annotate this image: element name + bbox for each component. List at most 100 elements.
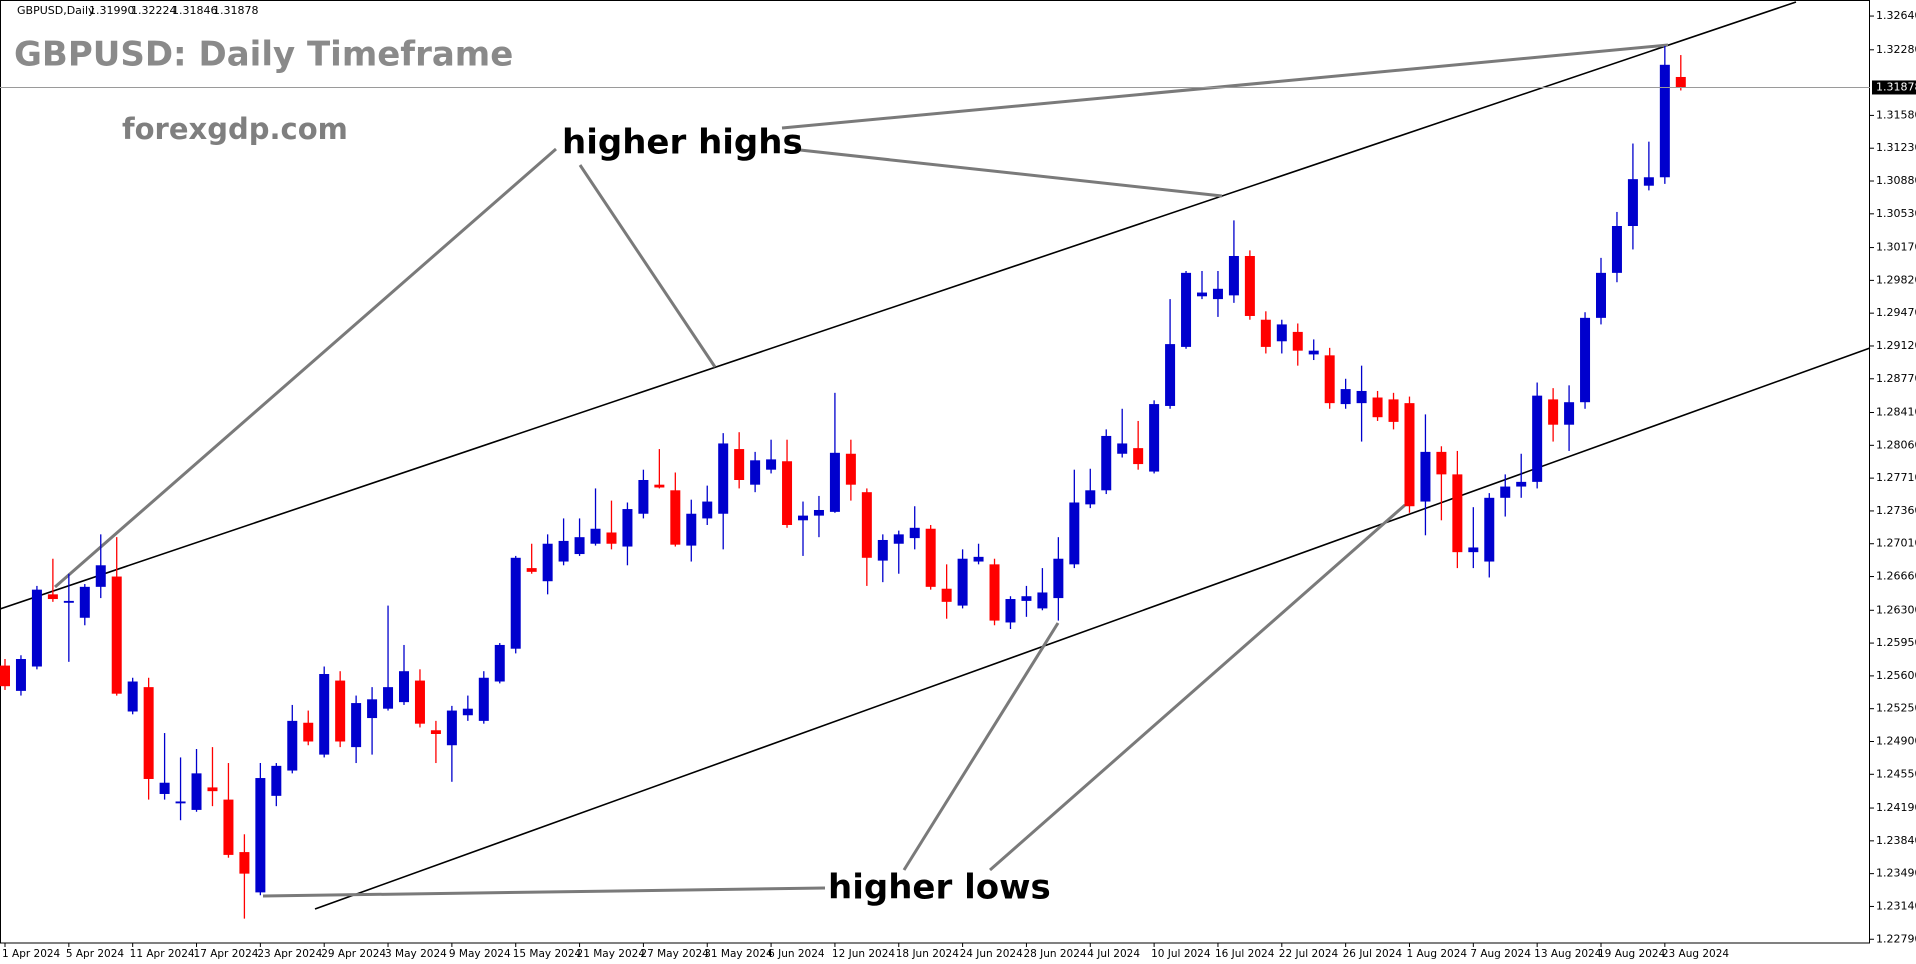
candle-body — [670, 490, 681, 545]
y-tick-label: 1.24550 — [1876, 767, 1916, 780]
x-tick-label: 6 Jun 2024 — [768, 948, 825, 960]
candle-body — [1580, 317, 1591, 403]
candle-body — [1292, 331, 1303, 351]
x-tick-label: 1 Apr 2024 — [2, 948, 61, 960]
candles — [0, 46, 1686, 919]
upper-trend-line — [0, 1, 1797, 610]
candle-body — [478, 677, 489, 721]
candle-body — [957, 558, 968, 606]
candle-body — [1500, 486, 1511, 498]
candle-body — [303, 722, 314, 742]
y-tick-label: 1.27010 — [1876, 537, 1916, 550]
candle-body — [1596, 272, 1606, 318]
x-tick-label: 4 Jul 2024 — [1087, 948, 1140, 960]
candle-body — [95, 565, 106, 587]
annotation-line — [262, 886, 826, 898]
candle-body — [446, 710, 457, 746]
y-tick-label: 1.22790 — [1876, 932, 1916, 945]
annotation-line — [578, 164, 717, 368]
candle-body — [1021, 596, 1032, 601]
candle-body — [1117, 443, 1128, 454]
candle-body — [782, 461, 793, 525]
candle-body — [63, 600, 74, 603]
candle-body — [813, 509, 824, 516]
candle-body — [1532, 395, 1543, 482]
x-tick-label: 1 Aug 2024 — [1406, 948, 1467, 960]
chart-title: GBPUSD: Daily Timeframe — [14, 35, 513, 75]
candle-body — [590, 528, 601, 544]
last-price-label: 1.31878 — [1876, 80, 1916, 93]
candle-body — [319, 674, 330, 755]
y-tick-label: 1.28770 — [1876, 372, 1916, 385]
candle-body — [1244, 255, 1255, 316]
candle-body — [1484, 497, 1495, 562]
symbol-label: GBPUSD,Daily — [17, 4, 95, 17]
x-tick-label: 28 Jun 2024 — [1023, 948, 1086, 960]
candle-body — [1053, 558, 1064, 599]
y-tick-label: 1.23490 — [1876, 867, 1916, 880]
annotation: higher highs — [562, 123, 803, 163]
y-tick-label: 1.25600 — [1876, 669, 1916, 682]
x-tick-label: 15 May 2024 — [513, 948, 582, 960]
candle-body — [191, 773, 202, 810]
candle-body — [638, 479, 649, 514]
candle-body — [1659, 64, 1670, 178]
annotation-line — [54, 147, 557, 589]
x-tick-label: 9 May 2024 — [449, 948, 511, 960]
candle-body — [255, 778, 266, 893]
ohlc-label: 1.31846 — [172, 4, 218, 17]
candle-body — [702, 501, 713, 519]
candle-body — [542, 543, 553, 582]
x-tick-label: 3 May 2024 — [385, 948, 447, 960]
x-tick-label: 11 Apr 2024 — [130, 948, 195, 960]
last-price-box — [1872, 80, 1916, 95]
candle-body — [111, 576, 122, 694]
candle-body — [718, 443, 729, 514]
candle-body — [335, 680, 346, 742]
candle-body — [1675, 76, 1686, 88]
candle-body — [1197, 292, 1207, 297]
candle-body — [1085, 490, 1096, 505]
y-tick-label: 1.24190 — [1876, 801, 1916, 814]
candle-body — [1324, 355, 1335, 404]
y-tick-label: 1.30530 — [1876, 207, 1916, 220]
y-tick-label: 1.32640 — [1876, 9, 1916, 22]
candle-body — [271, 765, 282, 796]
y-tick-label: 1.29820 — [1876, 273, 1916, 286]
candle-body — [1101, 435, 1112, 491]
candle-body — [973, 556, 984, 562]
candle-body — [686, 513, 697, 546]
candle-body — [1643, 177, 1654, 186]
x-tick-label: 24 Jun 2024 — [960, 948, 1023, 960]
y-tick-label: 1.23140 — [1876, 899, 1916, 912]
y-tick-label: 1.26300 — [1876, 603, 1916, 616]
x-tick-label: 18 Jun 2024 — [896, 948, 959, 960]
candle-body — [766, 459, 777, 470]
x-tick-label: 10 Jul 2024 — [1151, 948, 1211, 960]
candle-body — [526, 568, 537, 572]
candle-body — [1037, 592, 1048, 609]
annotation-line — [902, 622, 1060, 871]
candle-body — [414, 680, 425, 724]
y-tick-label: 1.23840 — [1876, 834, 1916, 847]
candle-body — [989, 564, 1000, 621]
ohlc-label: 1.32224 — [131, 4, 177, 17]
candle-body — [1627, 179, 1638, 227]
x-tick-label: 7 Aug 2024 — [1470, 948, 1531, 960]
candle-body — [1133, 448, 1144, 465]
y-tick-label: 1.26660 — [1876, 570, 1916, 583]
candle-body — [1340, 389, 1351, 405]
candle-body — [622, 509, 633, 547]
candle-body — [1372, 397, 1383, 418]
candle-body — [1388, 399, 1399, 422]
candle-body — [175, 801, 186, 804]
candle-body — [143, 687, 154, 779]
y-tick-label: 1.28410 — [1876, 406, 1916, 419]
ohlc-label: 1.31990 — [89, 4, 135, 17]
y-tick-label: 1.28060 — [1876, 438, 1916, 451]
candle-body — [1564, 402, 1575, 425]
candle-body — [574, 537, 585, 555]
y-tick-label: 1.31230 — [1876, 141, 1916, 154]
candle-body — [1356, 390, 1367, 404]
